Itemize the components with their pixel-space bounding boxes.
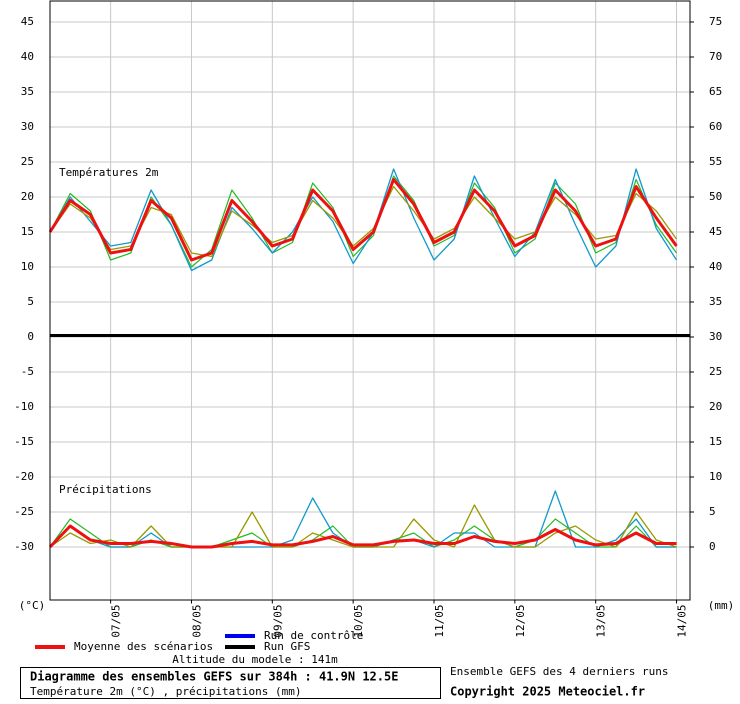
temp-line: [49, 185, 678, 258]
x-tick-label: 07/05: [110, 605, 123, 638]
altitude: Altitude du modele : 141m: [172, 653, 338, 666]
y2-tick-label: 20: [709, 400, 722, 413]
panel-separator: [50, 334, 690, 337]
y2-tick-label: 0: [709, 540, 716, 553]
plot-frame: [49, 0, 691, 601]
precip-line: [49, 504, 677, 548]
y-tick-label: -10: [14, 400, 34, 413]
legend-label: Moyenne des scénarios: [74, 640, 213, 653]
y-tick-label: 15: [21, 225, 34, 238]
y2-tick-label: 55: [709, 155, 722, 168]
x-tick-label: 10/05: [352, 605, 365, 638]
precip-label: Précipitations: [59, 483, 152, 496]
y2-tick-label: 50: [709, 190, 722, 203]
y2-tick-label: 65: [709, 85, 722, 98]
y2-tick-label: 30: [709, 330, 722, 343]
x-tick-label: 09/05: [271, 605, 284, 638]
y-tick-label: 0: [27, 330, 34, 343]
temp-line: [49, 168, 678, 272]
temp-line: [48, 178, 678, 262]
plot: [48, 168, 678, 549]
legend-swatch: [225, 645, 255, 649]
y-tick-label: 30: [21, 120, 34, 133]
y2-tick-label: 40: [709, 260, 722, 273]
y-tick-label: 40: [21, 50, 34, 63]
y-tick-label: 10: [21, 260, 34, 273]
y-tick-label: 45: [21, 15, 34, 28]
legend-label: Run de contrôle: [264, 629, 363, 642]
legend-label: Run GFS: [264, 640, 310, 653]
y2-tick-label: 60: [709, 120, 722, 133]
y-tick-label: 5: [27, 295, 34, 308]
copyright: Copyright 2025 Meteociel.fr: [450, 685, 645, 699]
y2-tick-label: 5: [709, 505, 716, 518]
title-box: [20, 667, 441, 699]
x-tick-label: 13/05: [595, 605, 608, 638]
legend-swatch: [225, 634, 255, 638]
x-tick-label: 12/05: [514, 605, 527, 638]
y-unit: (°C): [19, 599, 46, 612]
y2-tick-label: 10: [709, 470, 722, 483]
x-tick-label: 11/05: [433, 605, 446, 638]
y2-tick-label: 75: [709, 15, 722, 28]
y-tick-label: 20: [21, 190, 34, 203]
y2-tick-label: 35: [709, 295, 722, 308]
x-tick-label: 14/05: [676, 605, 689, 638]
legend-swatch: [35, 645, 65, 649]
x-tick-label: 08/05: [190, 605, 203, 638]
chart-title: Diagramme des ensembles GEFS sur 384h : …: [30, 670, 398, 684]
y2-tick-label: 25: [709, 365, 722, 378]
ensemble-note: Ensemble GEFS des 4 derniers runs: [450, 665, 669, 678]
y-tick-label: 35: [21, 85, 34, 98]
y-tick-label: -25: [14, 505, 34, 518]
temp-label: Températures 2m: [59, 166, 159, 179]
y-tick-label: -5: [21, 365, 34, 378]
precip-line: [48, 524, 677, 549]
y-tick-label: -30: [14, 540, 34, 553]
y-tick-label: 25: [21, 155, 34, 168]
y2-tick-label: 70: [709, 50, 722, 63]
chart-subtitle: Température 2m (°C) , précipitations (mm…: [30, 685, 302, 698]
y2-tick-label: 15: [709, 435, 722, 448]
y2-unit: (mm): [708, 599, 735, 612]
y2-tick-label: 45: [709, 225, 722, 238]
y-tick-label: -20: [14, 470, 34, 483]
y-tick-label: -15: [14, 435, 34, 448]
